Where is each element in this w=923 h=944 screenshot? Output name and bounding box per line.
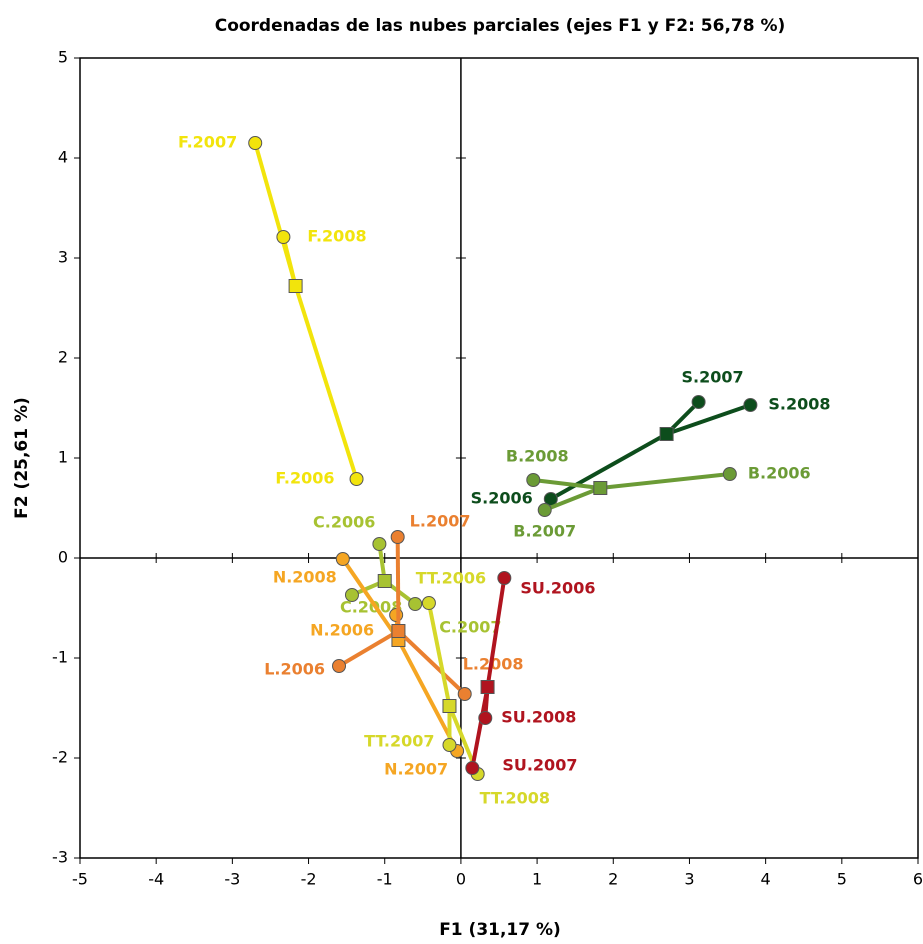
point-label: B.2008 [506, 447, 569, 466]
point-label: N.2007 [384, 760, 448, 779]
point [408, 597, 423, 611]
point-label: TT.2008 [480, 789, 550, 808]
plot-frame [79, 57, 919, 859]
y-tick-label: -1 [52, 648, 68, 667]
link-line [485, 577, 507, 688]
x-tick-label: 5 [837, 870, 847, 889]
y-tick-label: -3 [52, 848, 68, 867]
y-axis-label: F2 (25,61 %) [12, 397, 32, 519]
center-point [659, 427, 674, 441]
link-line [338, 629, 400, 668]
point-label: SU.2008 [501, 708, 576, 727]
x-tick-label: 0 [456, 870, 466, 889]
x-tick-label: 6 [913, 870, 923, 889]
point [344, 588, 359, 602]
point [457, 687, 472, 701]
point-label: SU.2007 [502, 756, 577, 775]
point [335, 552, 350, 566]
center-point [480, 680, 495, 694]
center-point [391, 624, 406, 638]
link-line [281, 236, 298, 287]
center-point [288, 279, 303, 293]
point-label: B.2007 [513, 522, 576, 541]
link-line [549, 432, 668, 501]
point-label: C.2008 [340, 598, 402, 617]
point [349, 472, 364, 486]
link-line [426, 602, 452, 707]
link-line [665, 403, 752, 436]
center-point [377, 574, 392, 588]
link-line [397, 629, 467, 696]
point [526, 473, 541, 487]
point [691, 395, 706, 409]
point-label: L.2007 [410, 512, 471, 531]
point-label: TT.2007 [364, 732, 434, 751]
point [465, 761, 480, 775]
point-label: SU.2006 [520, 579, 595, 598]
link-line [396, 639, 459, 752]
x-tick-label: 2 [608, 870, 618, 889]
point [421, 596, 436, 610]
y-tick-label: 5 [58, 48, 68, 67]
point-label: F.2006 [275, 469, 334, 488]
x-tick-label: 4 [761, 870, 771, 889]
point-label: TT.2006 [416, 569, 486, 588]
point-label: S.2007 [682, 368, 744, 387]
point-label: N.2006 [310, 621, 374, 640]
x-axis-label: F1 (31,17 %) [439, 920, 561, 940]
point-label: B.2006 [748, 464, 811, 483]
y-tick-label: 4 [58, 148, 68, 167]
y-tick-label: 0 [58, 548, 68, 567]
point-label: F.2007 [178, 133, 237, 152]
point-label: F.2008 [307, 227, 366, 246]
link-line [543, 486, 602, 512]
point [372, 537, 387, 551]
x-tick-label: -1 [377, 870, 393, 889]
link-line [293, 285, 359, 480]
point [743, 398, 758, 412]
point [537, 503, 552, 517]
link-line [395, 536, 401, 632]
point-label: S.2006 [471, 489, 533, 508]
x-tick-label: -5 [72, 870, 88, 889]
y-tick-label: 2 [58, 348, 68, 367]
x-tick-label: 3 [684, 870, 694, 889]
link-line [341, 557, 401, 642]
point [478, 711, 493, 725]
point [248, 136, 263, 150]
point [497, 571, 512, 585]
x-tick-label: -2 [301, 870, 317, 889]
center-point [593, 481, 608, 495]
point-label: C.2007 [439, 618, 501, 637]
y-tick-label: 3 [58, 248, 68, 267]
x-tick-label: -3 [224, 870, 240, 889]
chart-title: Coordenadas de las nubes parciales (ejes… [215, 16, 786, 36]
point-label: L.2006 [264, 660, 325, 679]
point-label: S.2008 [768, 395, 830, 414]
x-tick-label: 1 [532, 870, 542, 889]
point [390, 530, 405, 544]
point-label: C.2006 [313, 513, 375, 532]
point [442, 738, 457, 752]
point [276, 230, 291, 244]
point-label: N.2008 [273, 568, 337, 587]
link-line [470, 686, 490, 769]
point [389, 608, 404, 622]
point [722, 467, 737, 481]
link-line [533, 478, 601, 490]
x-tick-label: -4 [148, 870, 164, 889]
y-tick-label: 1 [58, 448, 68, 467]
point [332, 659, 347, 673]
center-point [442, 699, 457, 713]
link-line [600, 472, 731, 490]
y-tick-label: -2 [52, 748, 68, 767]
